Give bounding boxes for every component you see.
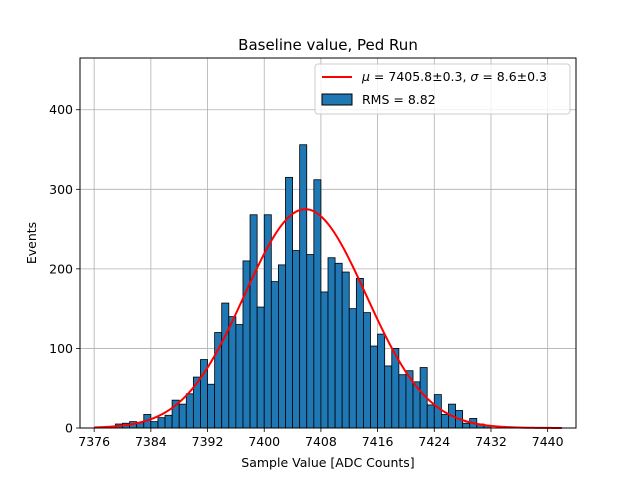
- histogram-bar: [277, 264, 286, 429]
- legend-box: [314, 63, 571, 115]
- legend-sigma-symbol: σ: [470, 69, 479, 84]
- x-axis-ticks: 7376 7384 7392 7400 7408 7416 7424 7432 7440: [78, 428, 564, 449]
- legend-hist-swatch: [321, 93, 353, 106]
- histogram-bar: [157, 417, 166, 429]
- chart-title: Baseline value, Ped Run: [238, 36, 418, 54]
- y-tick-label: 400: [49, 102, 73, 117]
- y-tick-label: 100: [49, 341, 73, 356]
- histogram-bar: [299, 144, 308, 429]
- histogram-bar: [256, 306, 265, 429]
- x-tick-label: 7416: [362, 434, 394, 449]
- histogram-bar: [235, 324, 244, 429]
- y-tick-label: 200: [49, 261, 73, 276]
- histogram-bar: [426, 404, 435, 429]
- histogram-bar: [363, 312, 371, 429]
- plot-frame: [79, 57, 577, 429]
- histogram-bar: [334, 262, 343, 429]
- histogram-bar: [185, 393, 194, 429]
- fit-curve: [94, 208, 562, 429]
- histogram-bar: [221, 302, 230, 429]
- x-tick-label: 7432: [475, 434, 507, 449]
- x-tick-label: 7384: [135, 434, 167, 449]
- histogram-bar: [207, 383, 216, 429]
- histogram-bar: [355, 278, 364, 429]
- histogram-bar: [433, 394, 442, 429]
- histogram-bar: [292, 250, 301, 429]
- x-axis-label: Sample Value [ADC Counts]: [241, 455, 414, 470]
- histogram-bar: [164, 414, 173, 429]
- y-axis-ticks: 0 100 200 300 400: [49, 102, 80, 436]
- legend: μ = 7405.8±0.3, σ = 8.6±0.3 RMS = 8.82: [314, 63, 571, 115]
- y-axis-label: Events: [24, 222, 39, 264]
- histogram-bar: [320, 291, 329, 429]
- histogram-bar: [462, 422, 471, 429]
- x-tick-label: 7400: [248, 434, 280, 449]
- histogram-bar: [341, 271, 350, 429]
- legend-fit-label: μ = 7405.8±0.3, σ = 8.6±0.3: [361, 69, 547, 84]
- histogram-bar: [214, 332, 223, 429]
- x-tick-label: 7376: [78, 434, 110, 449]
- x-tick-label: 7440: [532, 434, 564, 449]
- gaussian-fit: [94, 208, 562, 429]
- histogram-bar: [440, 414, 449, 429]
- legend-sigma-value: = 8.6±0.3: [478, 69, 547, 84]
- x-tick-label: 7424: [418, 434, 450, 449]
- histogram-bar: [270, 281, 279, 429]
- histogram-bar: [384, 365, 393, 429]
- legend-mu-symbol: μ: [361, 69, 370, 84]
- histogram-bar: [377, 333, 386, 429]
- histogram-bar: [313, 179, 322, 429]
- histogram-bar: [327, 257, 336, 429]
- histogram-bar: [150, 421, 159, 429]
- histogram-bars: [115, 144, 492, 429]
- y-tick-label: 0: [65, 421, 73, 436]
- y-tick-label: 300: [49, 182, 73, 197]
- x-tick-label: 7408: [305, 434, 337, 449]
- histogram-bar: [398, 374, 407, 429]
- legend-mu-value: = 7405.8±0.3,: [370, 69, 470, 84]
- histogram-bar: [348, 308, 357, 429]
- histogram-bar: [228, 316, 237, 429]
- histogram-bar: [306, 254, 315, 429]
- histogram-bar: [178, 403, 187, 429]
- x-tick-label: 7392: [192, 434, 224, 449]
- histogram-bar: [249, 214, 258, 429]
- histogram-bar: [370, 345, 378, 429]
- legend-hist-label: RMS = 8.82: [362, 92, 436, 107]
